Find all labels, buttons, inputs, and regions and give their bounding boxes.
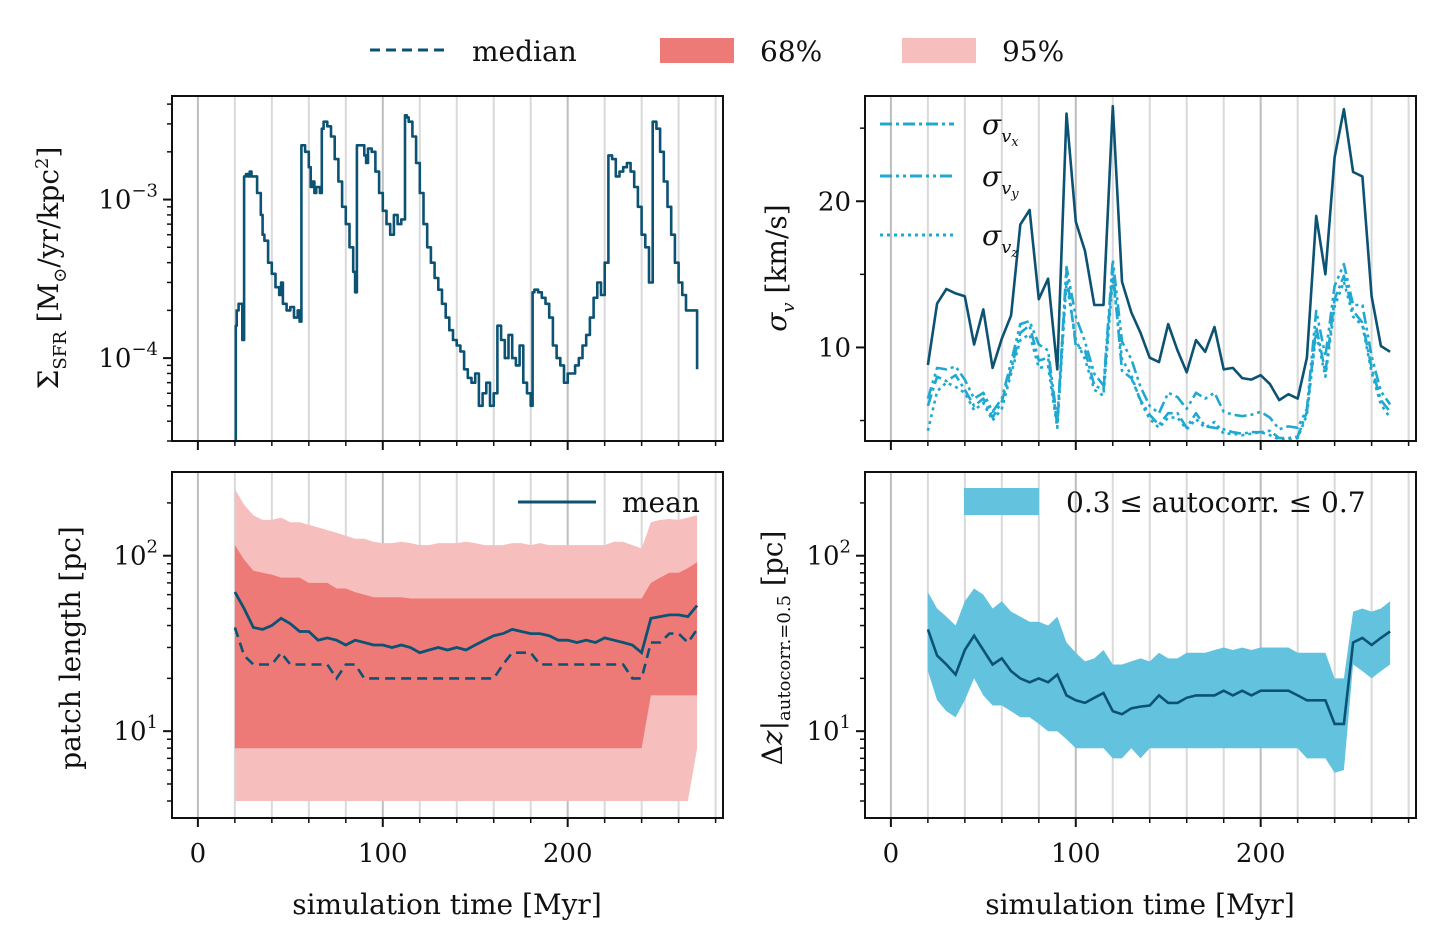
y-tick-label: 102: [806, 537, 851, 572]
panel-sfr-ylabel: ΣSFR [M⊙/yr/kpc2]: [32, 147, 71, 390]
legend-sigma-vz-label: σvz: [982, 219, 1018, 261]
legend-mean-label: mean: [622, 486, 700, 519]
legend-autocorr-label: 0.3 ≤ autocorr. ≤ 0.7: [1066, 486, 1366, 519]
legend-68-label: 68%: [760, 35, 822, 68]
sigma-series-line-0: [926, 104, 1391, 402]
panel-sigma-ylabel: σv [km/s]: [760, 204, 799, 331]
legend-median-label: median: [472, 35, 577, 68]
panel-sigma: 10 20 σv [km/s] σvx σvy σvz: [760, 95, 1417, 450]
panel-sfr-frame: [171, 95, 724, 442]
panel-sigma-frame: [864, 95, 1417, 442]
panel-patch-legend: mean: [518, 486, 700, 519]
x-tick-label: 100: [358, 839, 408, 869]
legend-95-label: 95%: [1002, 35, 1064, 68]
sigma-series-line-2: [926, 258, 1392, 431]
dz-band: [927, 588, 1391, 773]
dz-line: [926, 628, 1391, 726]
x-tick-label: 0: [883, 839, 900, 869]
y-tick-label: 10−3: [98, 181, 158, 216]
y-tick-label: 10−4: [98, 339, 158, 374]
panel-sfr: 10−4 10−3 ΣSFR [M⊙/yr/kpc2]: [32, 95, 724, 450]
panel-sfr-plot: [234, 114, 699, 443]
panel-patch-ylabel: patch length [pc]: [54, 526, 87, 770]
top-legend: median 68% 95%: [370, 35, 1064, 68]
panel-sigma-legend: σvx σvy σvz: [880, 108, 1019, 261]
legend-95-swatch: [902, 38, 976, 63]
panel-dz-legend: 0.3 ≤ autocorr. ≤ 0.7: [964, 486, 1366, 519]
panel-patch-plot: [233, 489, 699, 801]
panel-patch-xlabel: simulation time [Myr]: [292, 888, 602, 921]
legend-sigma-vx-label: σvx: [982, 108, 1019, 150]
panel-sigma-gridlines: [889, 96, 1410, 441]
panel-sigma-plot: [926, 104, 1392, 441]
panel-dz-axes: 0 100 200 101 102: [806, 502, 1410, 869]
panel-sfr-gridlines: [196, 96, 717, 441]
panel-sfr-axes: 10−4 10−3: [98, 103, 717, 450]
y-tick-label: 102: [113, 537, 158, 572]
legend-sigma-vy-label: σvy: [982, 160, 1019, 202]
y-tick-label: 10: [818, 333, 851, 363]
panel-dz-ylabel: Δz|autocorr.=0.5 [pc]: [756, 531, 795, 766]
panel-dz-frame: [864, 471, 1417, 819]
sfr-series-line: [234, 114, 699, 443]
panel-patch-frame: [171, 471, 724, 819]
panel-dz-plot: [926, 588, 1391, 773]
panel-dz-gridlines: [889, 472, 1410, 818]
legend-68-swatch: [660, 38, 734, 63]
patch-median-line: [233, 627, 699, 681]
x-tick-label: 0: [190, 839, 207, 869]
patch-band-68: [234, 545, 698, 749]
y-tick-label: 101: [113, 712, 158, 747]
patch-mean-line: [233, 591, 699, 656]
x-tick-label: 200: [543, 839, 593, 869]
panel-patch: 0 100 200 101 102 patch length [pc] mean sim…: [54, 471, 724, 921]
x-tick-label: 100: [1051, 839, 1101, 869]
x-tick-label: 200: [1236, 839, 1286, 869]
y-tick-label: 20: [818, 187, 851, 217]
y-tick-label: 101: [806, 712, 851, 747]
panel-dz-xlabel: simulation time [Myr]: [985, 888, 1295, 921]
panel-sigma-axes: 10 20: [818, 127, 1410, 450]
panel-dz: 0 100 200 101 102 Δz|autocorr.=0.5 [pc] 0.3 …: [756, 471, 1417, 921]
panel-patch-axes: 0 100 200 101 102: [113, 502, 717, 869]
legend-autocorr-swatch: [964, 488, 1039, 515]
